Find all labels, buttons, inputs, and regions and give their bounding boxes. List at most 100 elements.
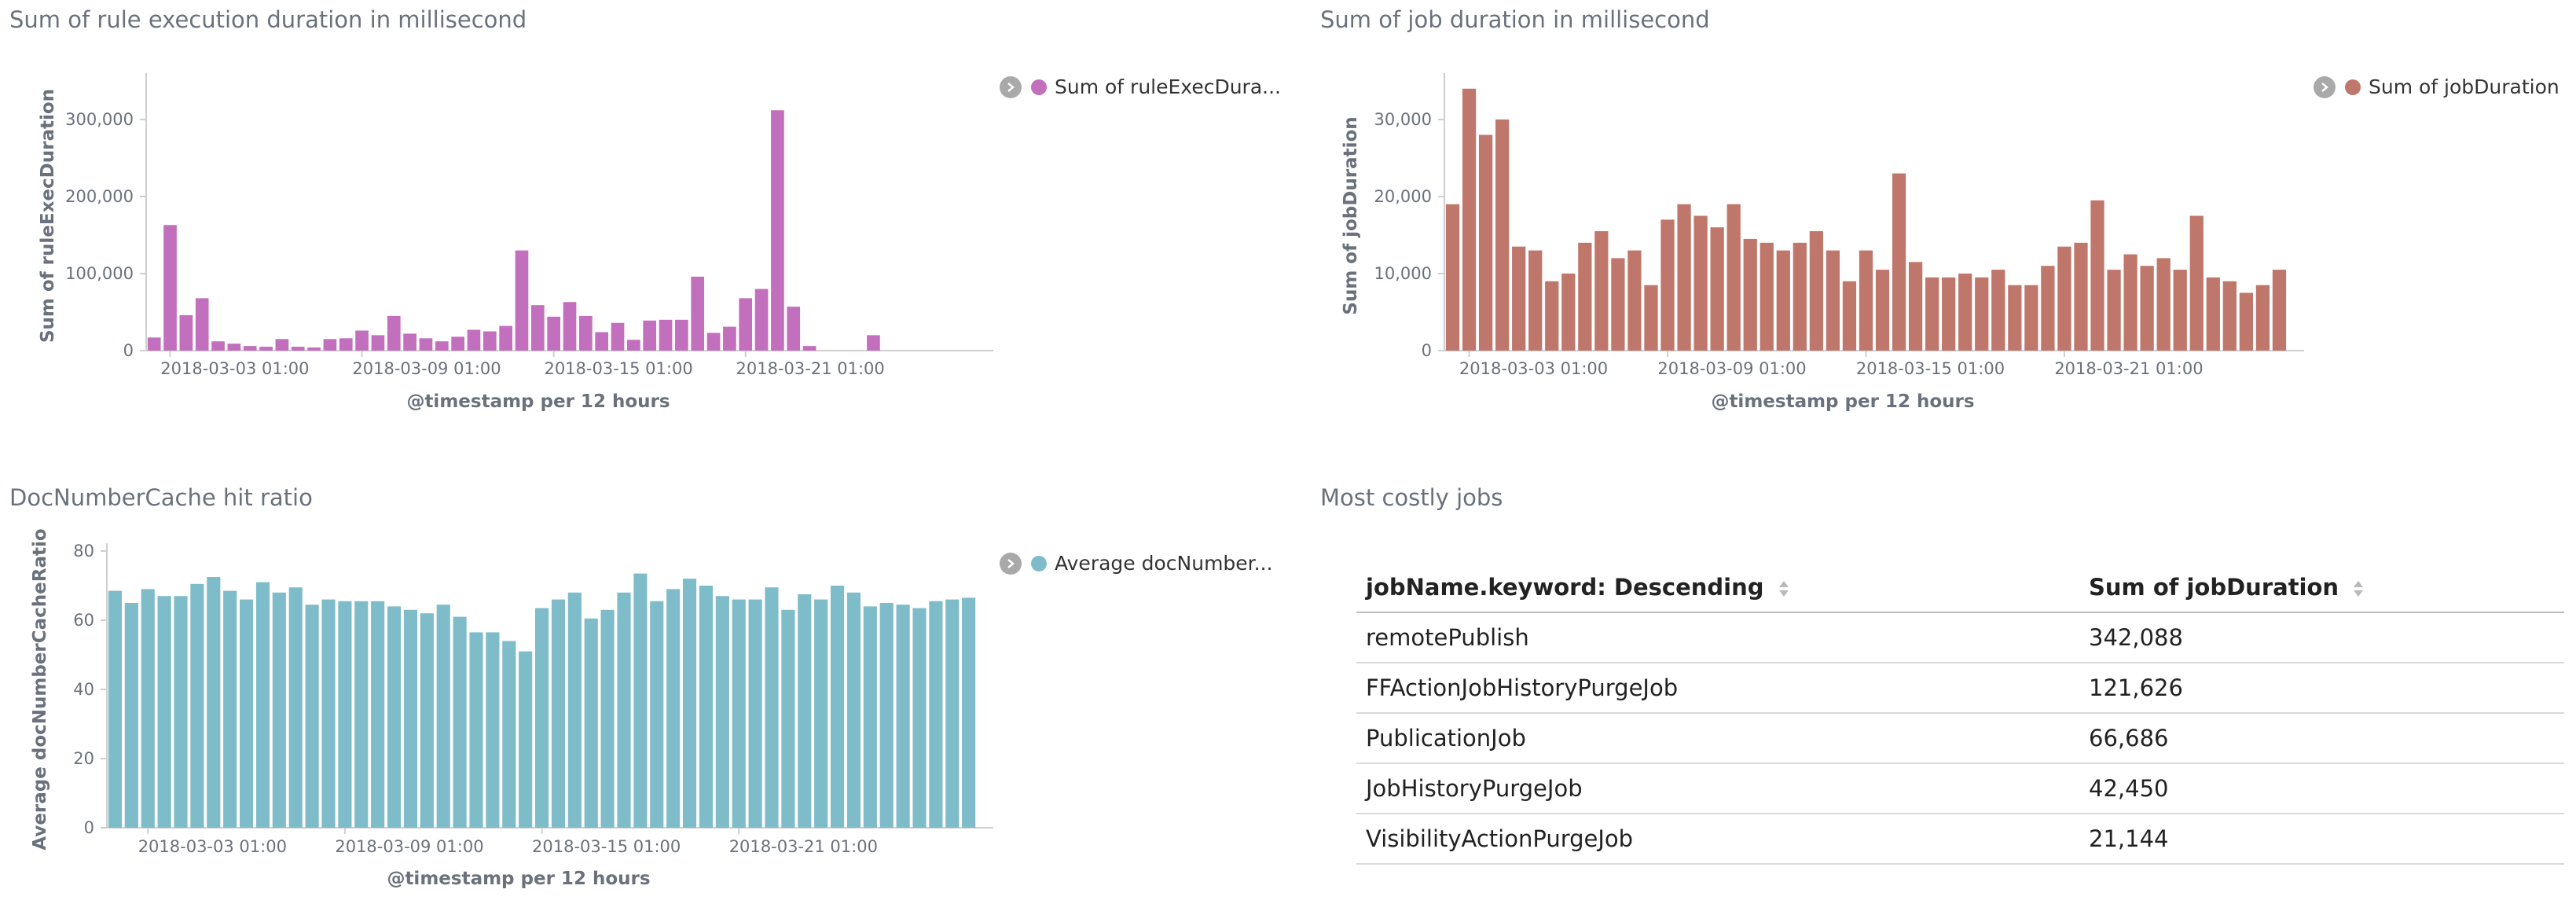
- bar: [1644, 285, 1658, 351]
- bar: [419, 338, 433, 351]
- cache-ratio-chart: 0 20 40 60 80 2018-03-03 01:00 2018-03-09 01:0…: [30, 528, 993, 889]
- bar: [896, 605, 910, 828]
- bar: [436, 605, 450, 828]
- bar: [867, 335, 880, 351]
- rule-duration-panel: Sum of rule execution duration in millis…: [9, 6, 1282, 446]
- bar: [435, 341, 449, 351]
- bar: [243, 346, 257, 351]
- panel-title: Sum of job duration in millisecond: [1320, 6, 1710, 33]
- bar: [1842, 281, 1857, 351]
- bar: [1462, 88, 1477, 351]
- legend[interactable]: Sum of jobDuration: [2314, 75, 2559, 98]
- bar: [530, 305, 545, 351]
- bar: [2239, 292, 2253, 351]
- legend-toggle-icon[interactable]: [2314, 75, 2336, 98]
- bar: [748, 599, 762, 828]
- sort-icon[interactable]: [2353, 579, 2364, 598]
- bar: [2222, 281, 2237, 351]
- column-header-job-duration[interactable]: Sum of jobDuration: [2079, 563, 2564, 613]
- column-header-label: Sum of jobDuration: [2089, 574, 2339, 601]
- bar: [339, 338, 353, 351]
- bar: [2255, 285, 2270, 351]
- bar: [2057, 246, 2071, 351]
- bar: [945, 599, 960, 828]
- bar: [650, 601, 664, 828]
- costly-jobs-panel: Most costly jobs jobName.keyword: Descen…: [1320, 484, 2576, 904]
- bar: [486, 632, 500, 828]
- bar: [499, 325, 512, 351]
- bar: [223, 590, 237, 828]
- legend-label[interactable]: Sum of jobDuration: [2369, 75, 2559, 98]
- bar: [355, 330, 369, 351]
- bar: [1975, 277, 1989, 351]
- legend-toggle-icon[interactable]: [1000, 75, 1022, 98]
- bar: [682, 579, 697, 828]
- bar: [962, 597, 976, 828]
- bar: [323, 339, 337, 351]
- bar: [579, 315, 593, 351]
- bar: [2074, 242, 2088, 351]
- job-duration-chart: 0 10,000 20,000 30,000 2018-03-03 01:00 2018-…: [1341, 73, 2304, 412]
- bar: [595, 332, 609, 351]
- bar: [600, 609, 615, 828]
- bar: [912, 608, 927, 828]
- bar: [2156, 258, 2171, 351]
- bar: [1611, 258, 1625, 351]
- bar: [1892, 173, 1906, 351]
- legend[interactable]: Sum of ruleExecDura...: [1000, 75, 1281, 98]
- bar: [1561, 274, 1576, 351]
- x-tick-label: 2018-03-15 01:00: [1856, 359, 2005, 378]
- bar: [1942, 277, 1956, 351]
- bar: [2272, 270, 2287, 351]
- bar: [659, 319, 673, 351]
- bar: [787, 307, 801, 351]
- column-header-job-name[interactable]: jobName.keyword: Descending: [1356, 563, 2079, 613]
- legend-toggle-icon[interactable]: [1000, 552, 1022, 575]
- bar: [584, 618, 598, 828]
- bar: [321, 599, 336, 828]
- table-row: remotePublish 342,088: [1356, 612, 2564, 663]
- bar: [1710, 227, 1724, 351]
- y-tick-label: 30,000: [1374, 110, 1432, 129]
- bar: [174, 596, 188, 828]
- bar: [483, 331, 497, 351]
- bar: [814, 599, 828, 828]
- bar: [227, 344, 241, 351]
- bar: [798, 594, 812, 828]
- bar: [1826, 250, 1840, 351]
- bar: [706, 333, 721, 351]
- bar: [469, 632, 483, 828]
- bar: [1693, 215, 1708, 351]
- bar: [2024, 285, 2038, 351]
- table-header-row: jobName.keyword: Descending Sum of jobDu…: [1356, 563, 2564, 613]
- job-duration-cell: 42,450: [2079, 763, 2564, 814]
- table-row: FFActionJobHistoryPurgeJob 121,626: [1356, 663, 2564, 714]
- bar: [2189, 215, 2204, 351]
- bar: [1809, 231, 1823, 351]
- legend-label[interactable]: Average docNumber...: [1055, 552, 1273, 575]
- bar: [179, 314, 193, 351]
- table-row: JobHistoryPurgeJob 42,450: [1356, 763, 2564, 814]
- sort-icon[interactable]: [1778, 579, 1789, 598]
- bar: [451, 336, 464, 351]
- bar: [338, 601, 352, 828]
- bar: [929, 601, 943, 828]
- bar: [739, 298, 753, 351]
- bar: [863, 606, 877, 828]
- bar: [275, 339, 289, 351]
- bar: [1512, 246, 1526, 351]
- x-tick-label: 2018-03-21 01:00: [2054, 359, 2203, 378]
- x-tick-label: 2018-03-09 01:00: [335, 837, 483, 856]
- x-axis-title: @timestamp per 12 hours: [387, 869, 650, 889]
- x-tick-label: 2018-03-03 01:00: [160, 359, 309, 378]
- y-tick-label: 200,000: [65, 187, 134, 206]
- legend[interactable]: Average docNumber...: [1000, 552, 1273, 575]
- bar: [563, 302, 577, 351]
- bar: [108, 590, 123, 828]
- bar: [1727, 204, 1741, 351]
- legend-label[interactable]: Sum of ruleExecDura...: [1055, 75, 1281, 98]
- bar: [1660, 219, 1675, 351]
- y-axis-title: Sum of jobDuration: [1341, 116, 1361, 314]
- bar: [675, 319, 688, 351]
- y-tick-label: 60: [73, 611, 94, 630]
